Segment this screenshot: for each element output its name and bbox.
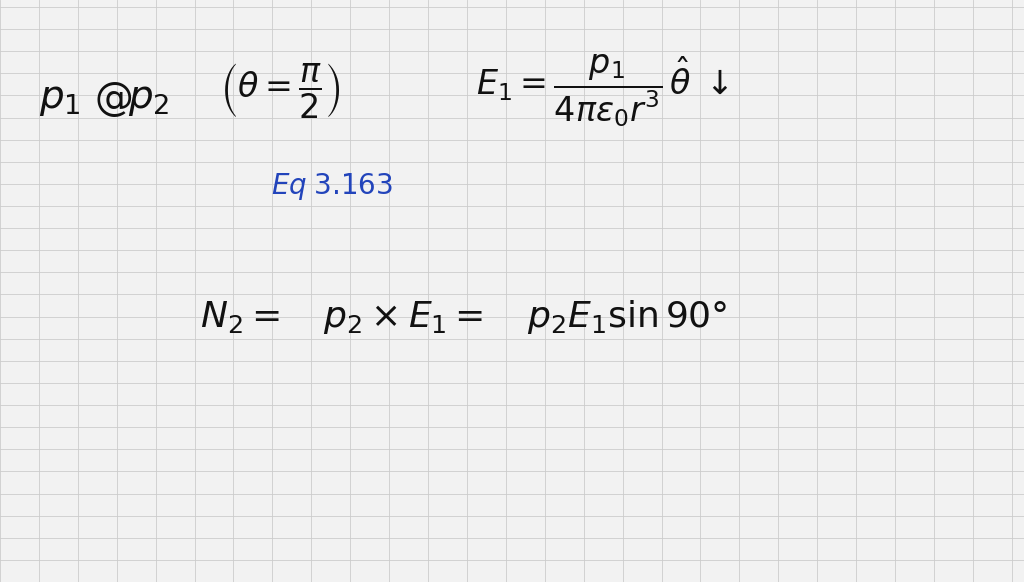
Text: $p_2$: $p_2$: [128, 80, 169, 118]
Text: $Eq\;3.163$: $Eq\;3.163$: [271, 171, 393, 202]
Text: $\left( \theta = \dfrac{\pi}{2} \right)$: $\left( \theta = \dfrac{\pi}{2} \right)$: [220, 61, 340, 120]
Text: $N_2 = \quad p_2 \times E_1 = \quad p_2 E_1 \sin 90°$: $N_2 = \quad p_2 \times E_1 = \quad p_2 …: [200, 298, 727, 336]
Text: $p_1$: $p_1$: [39, 80, 81, 118]
Text: $E_1 = \dfrac{p_1}{4\pi\varepsilon_0 r^3}\,\hat{\theta}\;\downarrow$: $E_1 = \dfrac{p_1}{4\pi\varepsilon_0 r^3…: [476, 52, 729, 129]
Text: @: @: [94, 80, 133, 118]
